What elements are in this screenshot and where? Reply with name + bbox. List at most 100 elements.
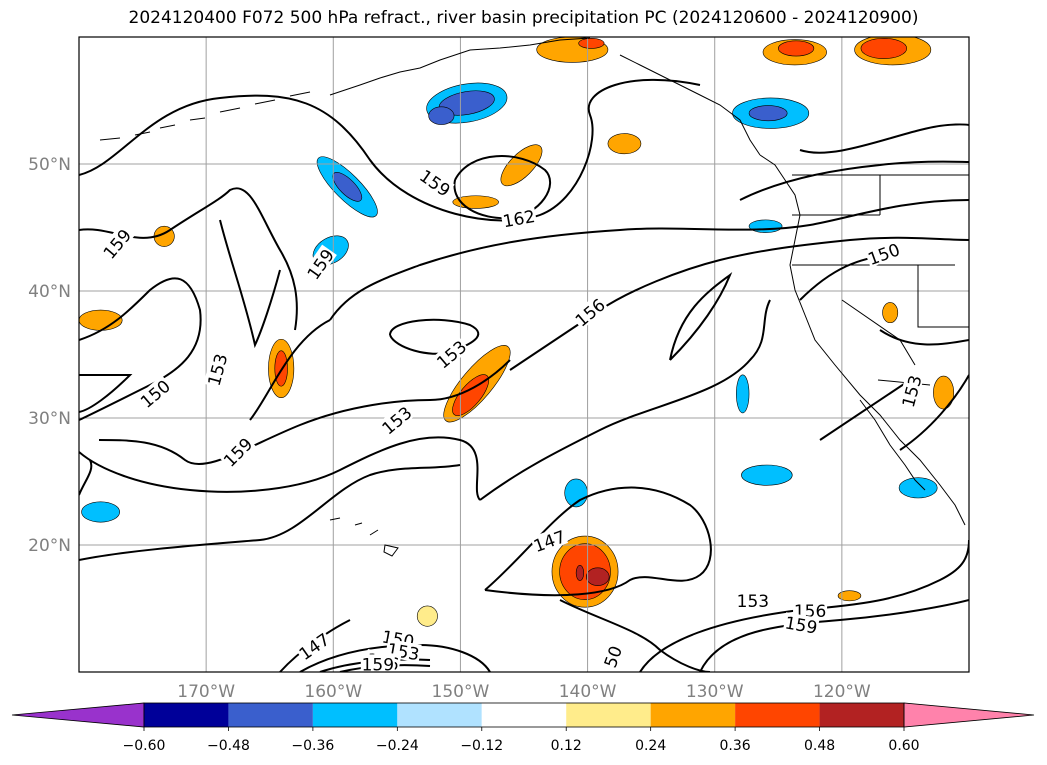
precip-patch bbox=[882, 302, 899, 324]
contour-line bbox=[329, 199, 969, 321]
precip-patch bbox=[933, 375, 955, 410]
contour-label-bg bbox=[416, 165, 455, 200]
colorbar-extend-max bbox=[903, 702, 1035, 728]
contour-label-bg bbox=[377, 401, 416, 438]
contour-label: 162 bbox=[500, 205, 538, 232]
colorbar-segment bbox=[735, 703, 820, 727]
lat-tick-label: 40°N bbox=[28, 282, 71, 302]
lon-tick-label: 140°W bbox=[559, 682, 617, 702]
map-background bbox=[79, 37, 969, 672]
graticule bbox=[79, 37, 969, 672]
contour-line bbox=[79, 436, 481, 501]
contour-label-bg bbox=[530, 525, 569, 555]
contour-label-bg bbox=[735, 590, 770, 609]
contour-label-bg bbox=[203, 350, 230, 389]
precip-patch bbox=[416, 605, 438, 627]
contour-label-bg bbox=[432, 335, 470, 372]
colorbar-tick-label: −0.24 bbox=[376, 738, 419, 754]
contour-lines bbox=[79, 78, 969, 672]
precip-patch bbox=[898, 477, 938, 499]
contour-line bbox=[699, 599, 969, 672]
lat-tick-label: 50°N bbox=[28, 155, 71, 175]
contour-label-bg bbox=[783, 612, 820, 636]
contour-label-bg bbox=[897, 372, 924, 410]
contour-label-bg bbox=[360, 654, 395, 673]
contour-line bbox=[389, 318, 480, 355]
colorbar-tick-label: −0.36 bbox=[291, 738, 334, 754]
lon-tick-label: 130°W bbox=[686, 682, 744, 702]
precip-patch bbox=[274, 350, 288, 387]
contour-line bbox=[79, 78, 701, 222]
contour-line bbox=[453, 155, 551, 220]
contour-line bbox=[79, 464, 461, 561]
precip-patch bbox=[81, 501, 120, 523]
colorbar-tick-label: −0.12 bbox=[460, 738, 503, 754]
contour-label-bg bbox=[302, 244, 337, 283]
contour-label-bg bbox=[599, 642, 625, 671]
lon-tick-label: 160°W bbox=[304, 682, 362, 702]
contour-line bbox=[484, 486, 712, 597]
longitude-axis: 170°W 160°W 150°W 140°W 130°W 120°W bbox=[177, 682, 871, 702]
lat-tick-label: 30°N bbox=[28, 409, 71, 429]
contour-label-bg bbox=[570, 294, 609, 330]
lon-tick-label: 120°W bbox=[813, 682, 871, 702]
contour-label-bg bbox=[135, 375, 174, 411]
contour-line bbox=[79, 374, 133, 413]
contour-line bbox=[219, 219, 281, 349]
contour-label: 153 bbox=[897, 372, 927, 410]
precip-patch bbox=[428, 106, 455, 125]
contour-line bbox=[79, 187, 298, 331]
contour-line bbox=[79, 277, 202, 421]
contour-label-bg bbox=[218, 433, 256, 470]
contour-line bbox=[799, 123, 969, 154]
colorbar-extend-min bbox=[11, 702, 145, 728]
contour-label-bg bbox=[793, 601, 828, 620]
precip-patch bbox=[575, 565, 585, 581]
colorbar-tick-label: 0.36 bbox=[720, 738, 751, 754]
contour-label-bg bbox=[500, 205, 538, 230]
lon-tick-label: 150°W bbox=[432, 682, 490, 702]
colorbar: −0.60 −0.48 −0.36 −0.24 −0.12 0.12 0.24 0.36 0.4… bbox=[11, 702, 1035, 754]
map-frame bbox=[78, 36, 970, 673]
colorbar-tick-label: 0.48 bbox=[804, 738, 835, 754]
contour-line bbox=[669, 272, 733, 361]
contour-line bbox=[739, 160, 969, 201]
colorbar-segment bbox=[481, 703, 567, 727]
precip-patch bbox=[860, 37, 907, 59]
precip-patch bbox=[748, 105, 788, 122]
colorbar-tick-label: −0.60 bbox=[123, 738, 166, 754]
precip-patch bbox=[741, 464, 793, 486]
contour-line bbox=[559, 599, 711, 672]
chart-title: 2024120400 F072 500 hPa refract., river … bbox=[128, 8, 919, 28]
contour-line bbox=[639, 539, 969, 672]
precip-patch bbox=[585, 567, 610, 586]
contour-line bbox=[479, 299, 771, 501]
colorbar-tick-label: 0.12 bbox=[551, 738, 582, 754]
hawaii-islands bbox=[329, 517, 399, 557]
contour-line bbox=[79, 459, 93, 496]
contour-label-text: 159 bbox=[362, 655, 394, 675]
colorbar-tick-label: 0.24 bbox=[635, 738, 666, 754]
alaska-panhandle bbox=[619, 54, 761, 156]
baja-california bbox=[859, 399, 926, 491]
colorbar-segment bbox=[144, 703, 229, 727]
north-america-coast bbox=[759, 154, 966, 526]
contour-line bbox=[819, 379, 911, 441]
contour-label-bg bbox=[864, 238, 903, 268]
contour-line bbox=[879, 329, 969, 346]
contour-label-text: 153 bbox=[737, 592, 769, 612]
colorbar-segment bbox=[650, 703, 736, 727]
precip-patch bbox=[607, 133, 642, 155]
precip-patches bbox=[79, 37, 955, 627]
latitude-axis: 50°N 40°N 30°N 20°N bbox=[28, 155, 71, 556]
precip-patch bbox=[777, 40, 815, 57]
precip-patch bbox=[332, 172, 363, 202]
colorbar-segment bbox=[228, 703, 313, 727]
precip-patch bbox=[748, 219, 783, 233]
precip-patch bbox=[736, 374, 750, 414]
contour-line bbox=[509, 236, 969, 371]
precip-patch bbox=[837, 590, 862, 602]
colorbar-segment bbox=[312, 703, 398, 727]
contour-label: 159 bbox=[360, 654, 395, 675]
